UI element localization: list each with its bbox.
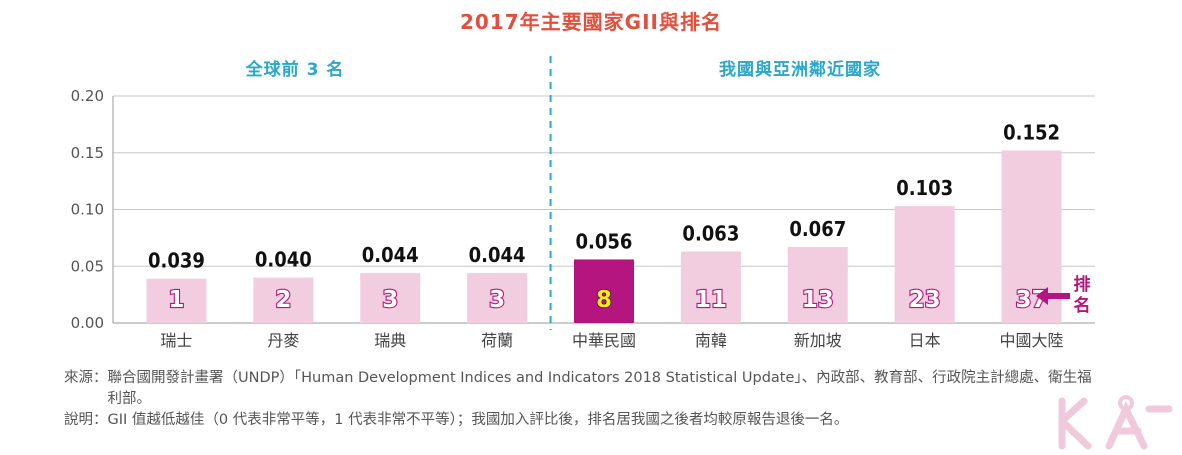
bar-value-label: 0.067 <box>789 217 846 241</box>
x-tick-label: 瑞士 <box>160 331 192 350</box>
bar-value-label: 0.044 <box>469 243 526 267</box>
note-source: 來源： 聯合國開發計畫署（UNDP）「Human Development Ind… <box>64 368 1104 410</box>
x-tick-label: 新加坡 <box>794 331 842 350</box>
rank-label: 3 <box>489 287 505 313</box>
x-tick-label: 瑞典 <box>374 331 406 350</box>
y-tick-label: 0.05 <box>71 257 104 275</box>
note-source-key: 來源： <box>64 370 108 386</box>
note-source-text: 聯合國開發計畫署（UNDP）「Human Development Indices… <box>107 370 1092 407</box>
x-tick-label: 中華民國 <box>572 331 636 350</box>
bar-value-label: 0.152 <box>1003 120 1060 144</box>
x-tick-label: 中國大陸 <box>1000 331 1064 350</box>
group-label-global-top3: 全球前 3 名 <box>245 60 345 80</box>
bar-value-label: 0.044 <box>362 243 419 267</box>
y-tick-label: 0.15 <box>71 144 104 162</box>
rank-side-label-bottom: 名 <box>1074 295 1091 316</box>
rank-arrow-icon <box>1036 287 1070 305</box>
group-label-asia: 我國與亞洲鄰近國家 <box>719 60 881 80</box>
rank-label: 3 <box>382 287 398 313</box>
bar <box>574 259 634 323</box>
bar <box>894 206 955 323</box>
rank-label: 13 <box>802 287 834 313</box>
x-tick-label: 南韓 <box>695 331 727 350</box>
bar <box>467 273 528 323</box>
rank-label: 11 <box>695 287 727 313</box>
bar-value-label: 0.056 <box>576 229 633 253</box>
rank-side-label-top: 排 <box>1074 274 1091 295</box>
y-tick-label: 0.20 <box>71 87 104 105</box>
rank-label: 2 <box>275 287 291 313</box>
bar-value-label: 0.103 <box>896 176 953 200</box>
bar <box>253 277 314 323</box>
bar-value-label: 0.040 <box>255 248 312 272</box>
decorative-logo-icon <box>1058 395 1173 450</box>
x-tick-label: 荷蘭 <box>481 331 513 350</box>
note-explanation: 說明： GII 值越低越佳（0 代表非常平等，1 代表非常不平等）；我國加入評比… <box>64 410 1104 431</box>
rank-label: 1 <box>168 287 184 313</box>
y-tick-label: 0.10 <box>71 201 104 219</box>
x-tick-label: 日本 <box>909 331 941 350</box>
bar <box>360 273 421 323</box>
note-explanation-text: GII 值越低越佳（0 代表非常平等，1 代表非常不平等）；我國加入評比後，排名… <box>107 412 849 428</box>
notes: 來源： 聯合國開發計畫署（UNDP）「Human Development Ind… <box>64 368 1104 431</box>
rank-label: 8 <box>596 287 612 313</box>
x-tick-label: 丹麥 <box>267 331 299 350</box>
y-tick-label: 0.00 <box>71 314 104 332</box>
bar <box>680 251 741 323</box>
bar-value-label: 0.039 <box>148 249 205 273</box>
note-explanation-key: 說明： <box>64 412 108 428</box>
bar-chart: 0.00 0.05 0.10 0.15 0.20 0.039 1 瑞士 0.040 2 丹麥 0.04… <box>71 56 1095 350</box>
chart-title: 2017年主要國家GII與排名 <box>460 10 722 34</box>
bar <box>787 246 848 323</box>
rank-label: 23 <box>909 287 941 313</box>
bar-value-label: 0.063 <box>682 221 739 245</box>
bar <box>146 278 207 323</box>
